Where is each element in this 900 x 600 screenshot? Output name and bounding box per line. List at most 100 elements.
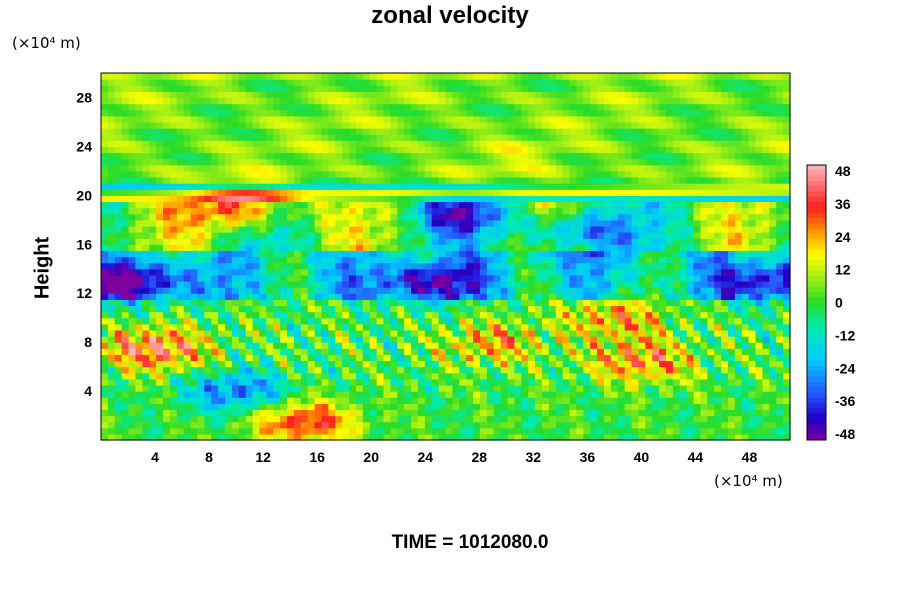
- heatmap-cell: [142, 409, 150, 417]
- heatmap-cell: [734, 403, 743, 411]
- heatmap-cell: [293, 170, 302, 178]
- heatmap-cell: [603, 354, 612, 362]
- heatmap-cell: [287, 176, 295, 184]
- heatmap-cell: [514, 403, 522, 411]
- heatmap-cell: [197, 391, 205, 398]
- heatmap-cell: [390, 152, 398, 160]
- heatmap-cell: [548, 299, 557, 307]
- heatmap-cell: [183, 176, 192, 184]
- heatmap-cell: [624, 225, 633, 233]
- heatmap-cell: [686, 293, 695, 300]
- heatmap-cell: [645, 415, 653, 423]
- heatmap-cell: [225, 280, 233, 288]
- heatmap-cell: [652, 280, 660, 288]
- heatmap-cell: [617, 287, 626, 294]
- heatmap-cell: [466, 280, 474, 288]
- heatmap-cell: [225, 146, 233, 154]
- heatmap-cell: [231, 397, 240, 404]
- heatmap-cell: [197, 219, 205, 227]
- heatmap-cell: [590, 164, 598, 172]
- heatmap-cell: [142, 427, 150, 435]
- heatmap-cell: [741, 336, 750, 343]
- heatmap-cell: [163, 262, 171, 270]
- heatmap-cell: [548, 409, 557, 417]
- heatmap-cell: [114, 274, 123, 282]
- heatmap-cell: [211, 415, 219, 423]
- heatmap-cell: [218, 397, 226, 404]
- heatmap-cell: [273, 232, 281, 239]
- heatmap-cell: [748, 336, 757, 343]
- heatmap-cell: [707, 427, 715, 435]
- heatmap-cell: [721, 219, 729, 227]
- heatmap-cell: [156, 280, 164, 288]
- heatmap-cell: [479, 360, 488, 368]
- heatmap-cell: [383, 317, 391, 325]
- heatmap-cell: [107, 409, 116, 417]
- heatmap-cell: [459, 201, 467, 209]
- heatmap-cell: [424, 244, 433, 251]
- heatmap-cell: [169, 207, 178, 215]
- heatmap-cell: [686, 311, 695, 319]
- heatmap-cell: [390, 207, 398, 215]
- heatmap-cell: [466, 384, 474, 392]
- heatmap-cell: [762, 336, 770, 343]
- heatmap-cell: [741, 397, 750, 404]
- heatmap-cell: [197, 336, 205, 343]
- heatmap-cell: [776, 207, 784, 215]
- heatmap-cell: [197, 213, 205, 221]
- heatmap-cell: [617, 219, 626, 227]
- heatmap-cell: [748, 201, 757, 209]
- heatmap-cell: [225, 348, 233, 355]
- heatmap-cell: [514, 366, 522, 374]
- heatmap-cell: [583, 311, 591, 319]
- heatmap-cell: [652, 232, 660, 239]
- heatmap-cell: [500, 299, 509, 307]
- heatmap-cell: [528, 134, 536, 141]
- heatmap-cell: [459, 403, 467, 411]
- heatmap-cell: [445, 366, 453, 374]
- heatmap-cell: [245, 403, 254, 411]
- heatmap-cell: [321, 360, 329, 368]
- heatmap-cell: [473, 421, 481, 429]
- heatmap-cell: [349, 384, 357, 392]
- heatmap-cell: [307, 287, 316, 294]
- heatmap-cell: [459, 225, 467, 233]
- heatmap-cell: [149, 280, 157, 288]
- heatmap-cell: [121, 244, 130, 251]
- heatmap-cell: [466, 176, 474, 184]
- heatmap-cell: [783, 397, 791, 404]
- heatmap-cell: [679, 158, 688, 166]
- heatmap-cell: [727, 213, 736, 221]
- heatmap-cell: [280, 140, 288, 147]
- heatmap-cell: [225, 207, 233, 215]
- heatmap-cell: [645, 342, 653, 349]
- heatmap-cell: [342, 409, 350, 417]
- heatmap-cell: [438, 305, 447, 313]
- heatmap-cell: [583, 409, 591, 417]
- heatmap-cell: [149, 225, 157, 233]
- heatmap-cell: [204, 170, 212, 178]
- heatmap-cell: [183, 213, 192, 221]
- heatmap-cell: [197, 311, 205, 319]
- heatmap-cell: [652, 397, 660, 404]
- heatmap-cell: [259, 170, 267, 178]
- heatmap-cell: [390, 219, 398, 227]
- heatmap-cell: [562, 323, 571, 331]
- heatmap-cell: [383, 391, 391, 398]
- heatmap-cell: [665, 391, 674, 398]
- heatmap-cell: [521, 250, 529, 258]
- heatmap-cell: [404, 189, 412, 196]
- heatmap-cell: [307, 207, 316, 215]
- heatmap-cell: [479, 311, 488, 319]
- heatmap-cell: [514, 427, 522, 435]
- heatmap-cell: [431, 397, 440, 404]
- heatmap-cell: [376, 403, 385, 411]
- heatmap-cell: [479, 372, 488, 380]
- heatmap-cell: [576, 378, 584, 386]
- heatmap-cell: [659, 366, 667, 374]
- heatmap-cell: [452, 140, 460, 147]
- heatmap-cell: [693, 244, 702, 251]
- heatmap-cell: [293, 213, 302, 221]
- heatmap-cell: [493, 354, 502, 362]
- heatmap-cell: [479, 354, 488, 362]
